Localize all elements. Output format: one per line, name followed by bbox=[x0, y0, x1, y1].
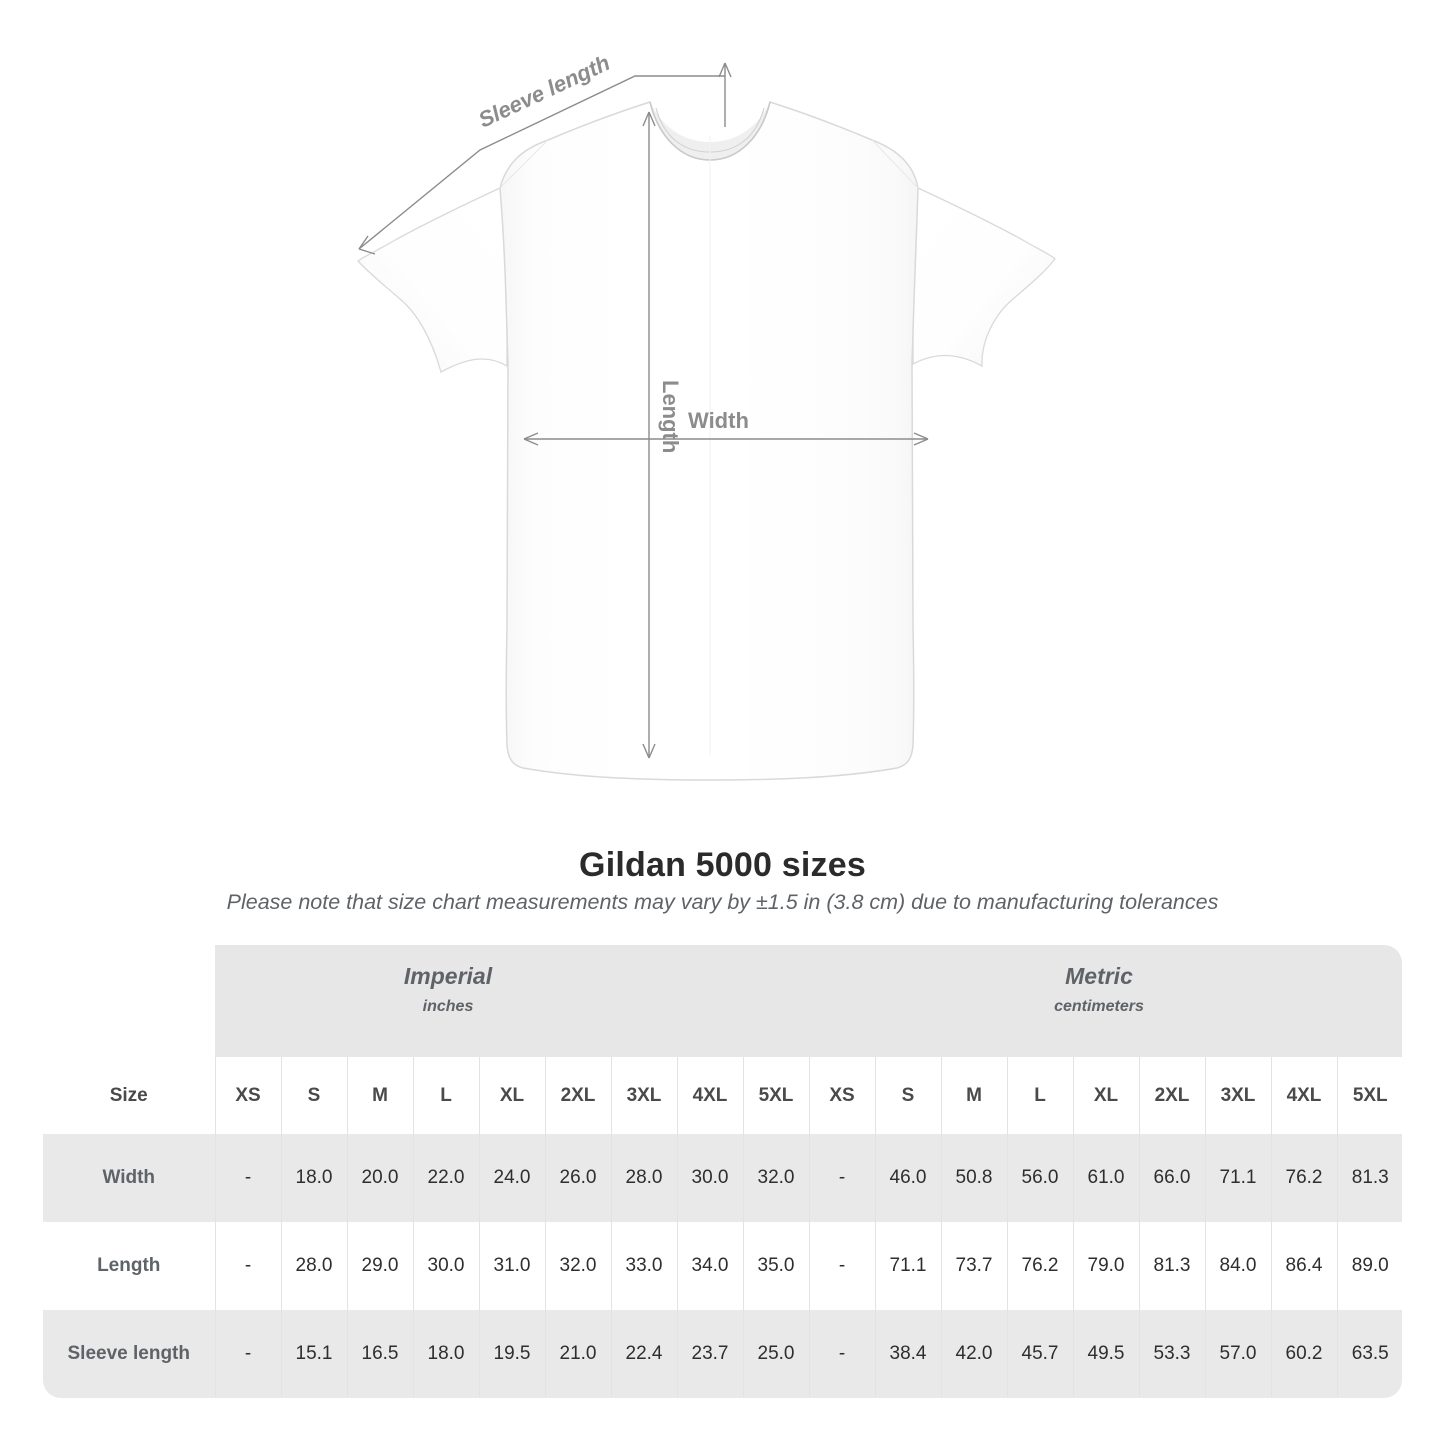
svg-text:Width: Width bbox=[688, 408, 749, 433]
svg-text:Length: Length bbox=[658, 380, 683, 453]
